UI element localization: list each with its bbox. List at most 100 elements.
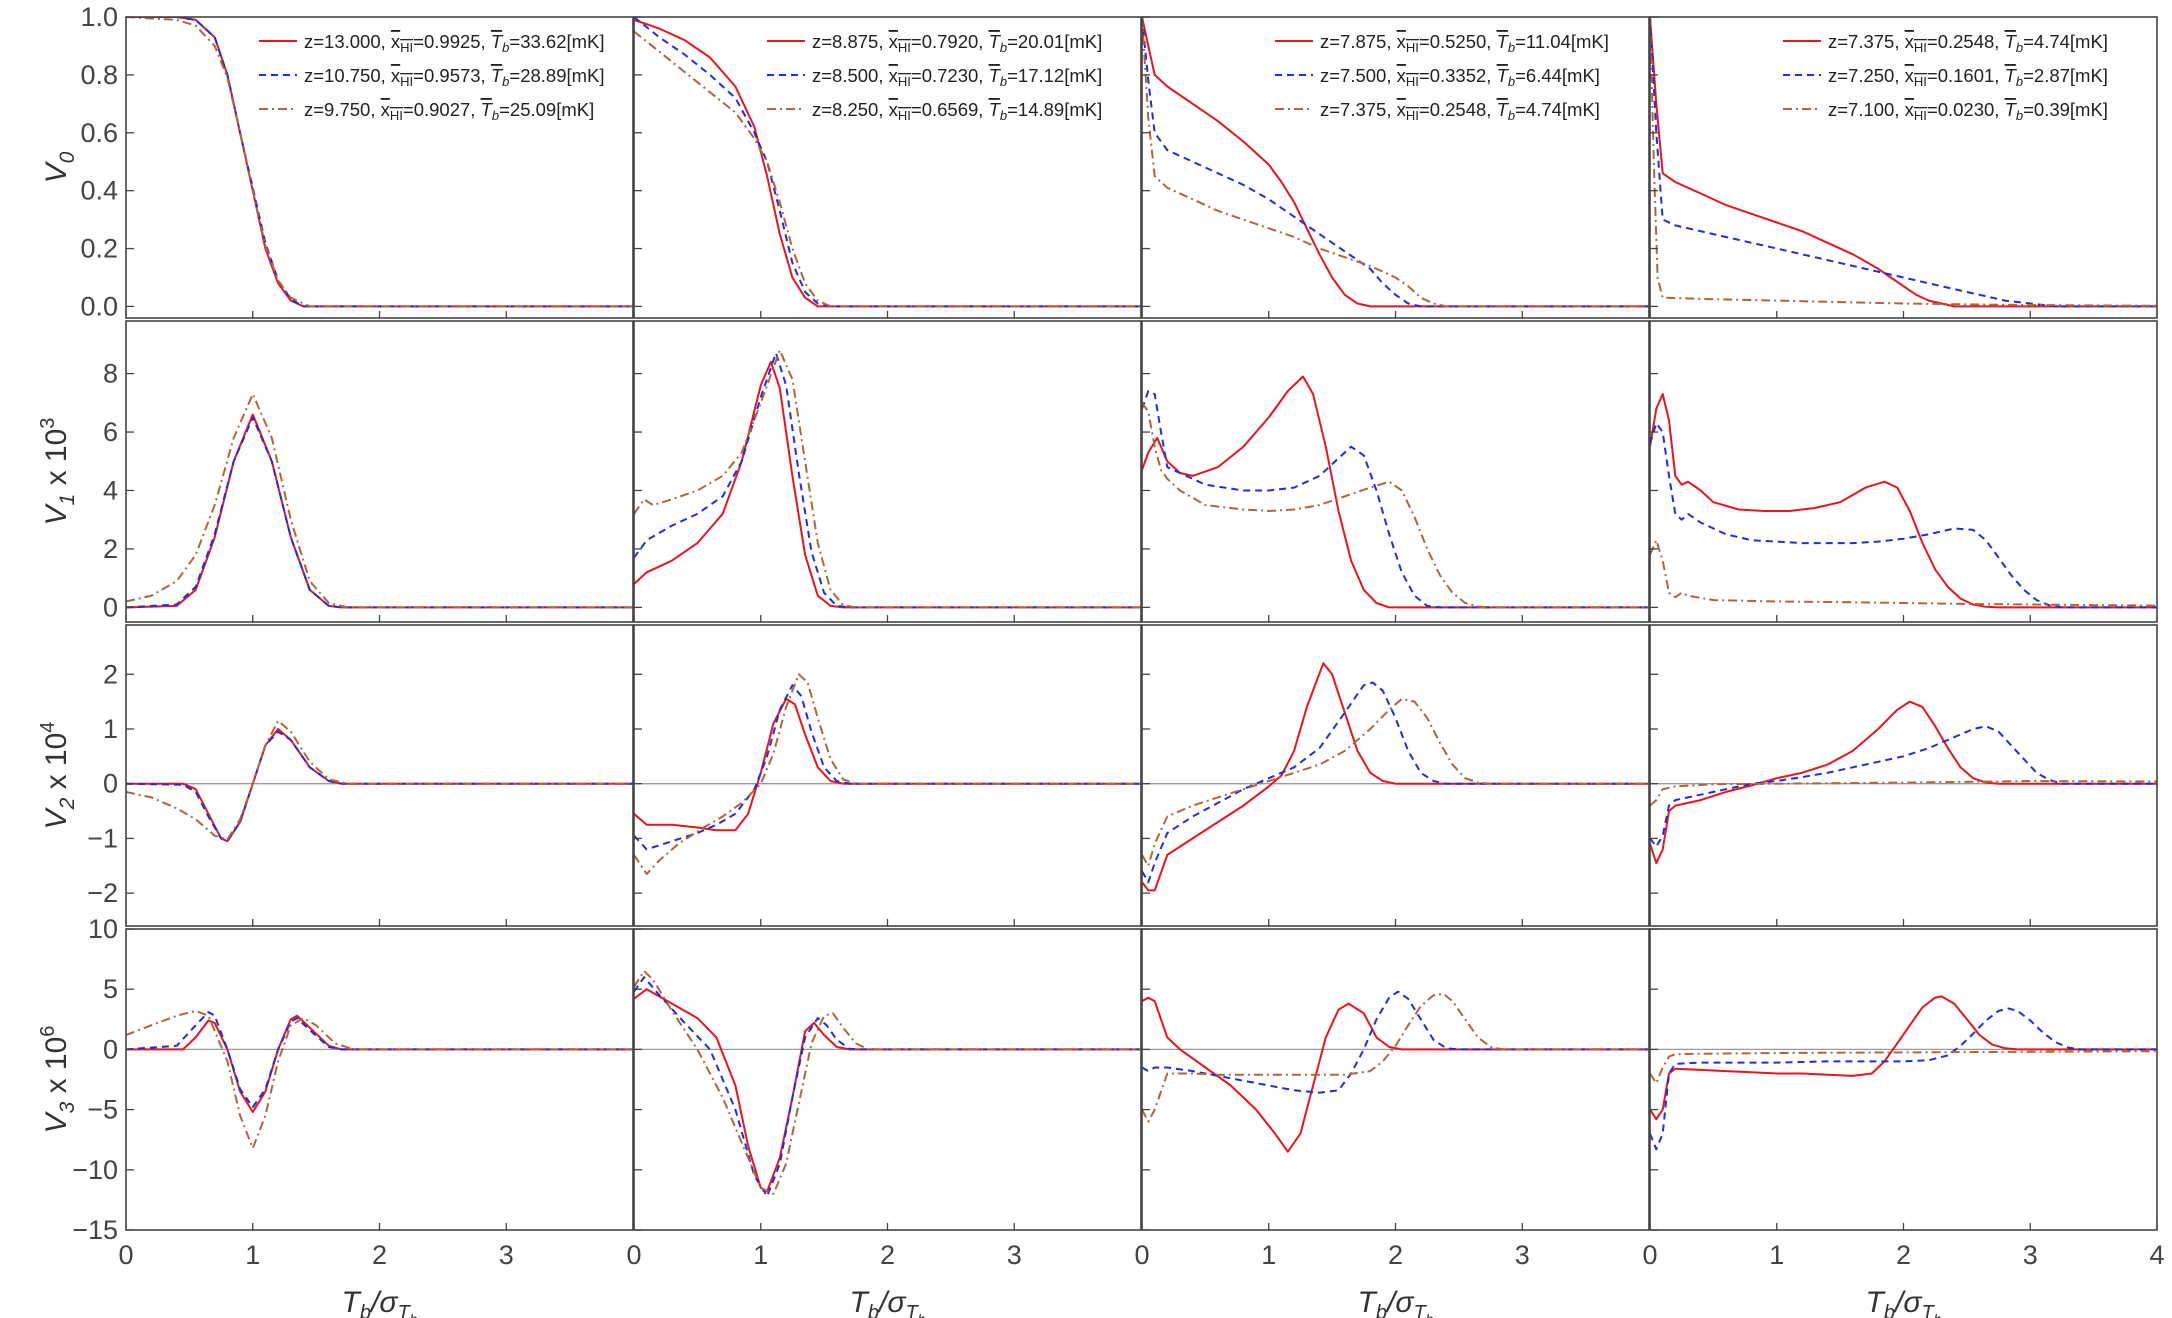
- panel-frame: [1649, 16, 2158, 319]
- x-tick-label: 2: [1388, 1240, 1403, 1270]
- series-line-3: [634, 349, 1141, 609]
- series-line-1: [1650, 17, 2157, 308]
- y-tick-label: 1.0: [80, 2, 118, 32]
- y-tick-label: −1: [87, 823, 118, 853]
- y-tick-label: 0.4: [80, 176, 118, 206]
- series-line-3: [126, 719, 633, 841]
- legend: z=8.875, xHI=0.7920, Tb=20.01[mK] z=8.500…: [767, 31, 1102, 123]
- legend-entry-2: z=8.500, xHI=0.7230, Tb=17.12[mK]: [812, 65, 1102, 89]
- legend-entry-1: z=7.875, xHI=0.5250, Tb=11.04[mK]: [1320, 31, 1609, 55]
- series-line-2: [634, 17, 1141, 308]
- panel-r3-c2: [633, 624, 1142, 927]
- panel-frame: [125, 624, 634, 927]
- panel-r1-c4: z=7.375, xHI=0.2548, Tb=4.74[mK] z=7.250,…: [1649, 16, 2158, 319]
- series-line-3: [634, 30, 1141, 308]
- x-axis-label: Tb/σTb: [850, 1286, 926, 1318]
- y-tick-label: 0: [103, 769, 118, 799]
- panel-frame: [633, 16, 1142, 319]
- series-line-3: [1650, 1050, 2157, 1085]
- series-line-2: [1650, 1007, 2157, 1151]
- legend-entry-3: z=9.750, xHI=0.9027, Tb=25.09[mK]: [304, 99, 594, 123]
- panel-frame: [125, 320, 634, 623]
- legend: z=7.375, xHI=0.2548, Tb=4.74[mK] z=7.250,…: [1783, 31, 2108, 123]
- y-axis-label-2: V1 x 103: [37, 418, 79, 526]
- y-tick-label: 2: [103, 534, 118, 564]
- panel-frame: [1649, 624, 2158, 927]
- y-tick-label: 2: [103, 659, 118, 689]
- x-tick-label: 0: [626, 1240, 641, 1270]
- series-line-2: [634, 684, 1141, 851]
- x-tick-label: 2: [1896, 1240, 1911, 1270]
- x-tick-label: 0: [118, 1240, 133, 1270]
- series-line-3: [1650, 539, 2157, 607]
- panel-r3-c3: [1141, 624, 1650, 927]
- panel-r4-c3: 0 1 2 3 Tb/σTb: [1134, 928, 1650, 1318]
- series-line-2: [1650, 725, 2157, 848]
- panel-frame: [1141, 928, 1650, 1231]
- series-line-1: [634, 988, 1141, 1193]
- y-tick-label: −15: [72, 1215, 118, 1245]
- panel-frame: [633, 928, 1142, 1231]
- series-line-1: [1142, 996, 1649, 1153]
- panel-frame: [1649, 320, 2158, 623]
- series-line-3: [1650, 17, 2157, 307]
- legend-entry-3: z=7.375, xHI=0.2548, Tb=4.74[mK]: [1320, 99, 1600, 123]
- series-line-3: [1142, 402, 1649, 609]
- panel-frame: [1141, 320, 1650, 623]
- panel-frame: [125, 928, 634, 1231]
- series-line-1: [634, 697, 1141, 832]
- series-line-2: [1142, 17, 1649, 308]
- series-line-1: [1142, 375, 1649, 609]
- x-tick-label: 1: [753, 1240, 768, 1270]
- panel-r1-c3: z=7.875, xHI=0.5250, Tb=11.04[mK] z=7.500…: [1141, 16, 1650, 319]
- series-line-3: [126, 393, 633, 609]
- series-line-3: [1142, 697, 1649, 867]
- legend-entry-2: z=10.750, xHI=0.9573, Tb=28.89[mK]: [304, 65, 605, 89]
- y-tick-label: 0: [103, 592, 118, 622]
- series-line-2: [126, 17, 633, 308]
- legend-entry-3: z=7.100, xHI=0.0230, Tb=0.39[mK]: [1828, 99, 2108, 123]
- y-axis-label-4: V3 x 106: [37, 1026, 79, 1134]
- panel-frame: [633, 624, 1142, 927]
- legend-entry-1: z=8.875, xHI=0.7920, Tb=20.01[mK]: [812, 31, 1102, 55]
- x-axis-label: Tb/σTb: [342, 1286, 418, 1318]
- y-axis-label-3: V2 x 104: [37, 722, 79, 830]
- panel-r2-c4: [1649, 320, 2158, 623]
- y-tick-label: −2: [87, 878, 118, 908]
- x-axis-label: Tb/σTb: [1358, 1286, 1434, 1318]
- x-tick-label: 1: [1261, 1240, 1276, 1270]
- panel-r1-c1: 0.0 0.2 0.4 0.6 0.8 1.0 z=13.000, xHI=0.9925, …: [80, 2, 634, 321]
- panel-r3-c1: −2 −1 0 1 2: [87, 624, 634, 927]
- series-line-2: [1142, 990, 1649, 1094]
- legend-entry-2: z=7.500, xHI=0.3352, Tb=6.44[mK]: [1320, 65, 1600, 89]
- x-tick-label: 4: [2149, 1240, 2164, 1270]
- x-axis-label: Tb/σTb: [1866, 1286, 1942, 1318]
- y-tick-label: 0.8: [80, 60, 118, 90]
- panel-frame: [1649, 928, 2158, 1231]
- series-line-1: [1142, 17, 1649, 308]
- series-line-3: [634, 970, 1141, 1195]
- y-tick-label: 1: [103, 714, 118, 744]
- x-tick-label: 3: [2023, 1240, 2038, 1270]
- series-line-1: [126, 413, 633, 609]
- panel-r4-c1: −15 −10 −5 0 5 10 0 1 2 3 Tb/σTb: [72, 914, 634, 1318]
- series-line-3: [1650, 780, 2157, 807]
- series-line-1: [1650, 995, 2157, 1121]
- series-line-2: [1142, 681, 1649, 884]
- legend: z=7.875, xHI=0.5250, Tb=11.04[mK] z=7.500…: [1275, 31, 1609, 123]
- series-line-2: [634, 976, 1141, 1198]
- series-line-1: [126, 1014, 633, 1113]
- y-tick-label: 0: [103, 1034, 118, 1064]
- y-tick-label: 0.0: [80, 291, 118, 321]
- series-line-2: [634, 352, 1141, 609]
- series-line-3: [1142, 17, 1649, 308]
- panel-frame: [1141, 16, 1650, 319]
- y-tick-label: −5: [87, 1095, 118, 1125]
- y-axis-label-1: V0: [40, 151, 79, 183]
- panel-r4-c4: 0 1 2 3 4 Tb/σTb: [1642, 928, 2165, 1318]
- panel-r2-c3: [1141, 320, 1650, 623]
- y-tick-label: 4: [103, 475, 118, 505]
- legend-entry-1: z=13.000, xHI=0.9925, Tb=33.62[mK]: [304, 31, 605, 55]
- x-tick-label: 0: [1642, 1240, 1657, 1270]
- legend-entry-1: z=7.375, xHI=0.2548, Tb=4.74[mK]: [1828, 31, 2108, 55]
